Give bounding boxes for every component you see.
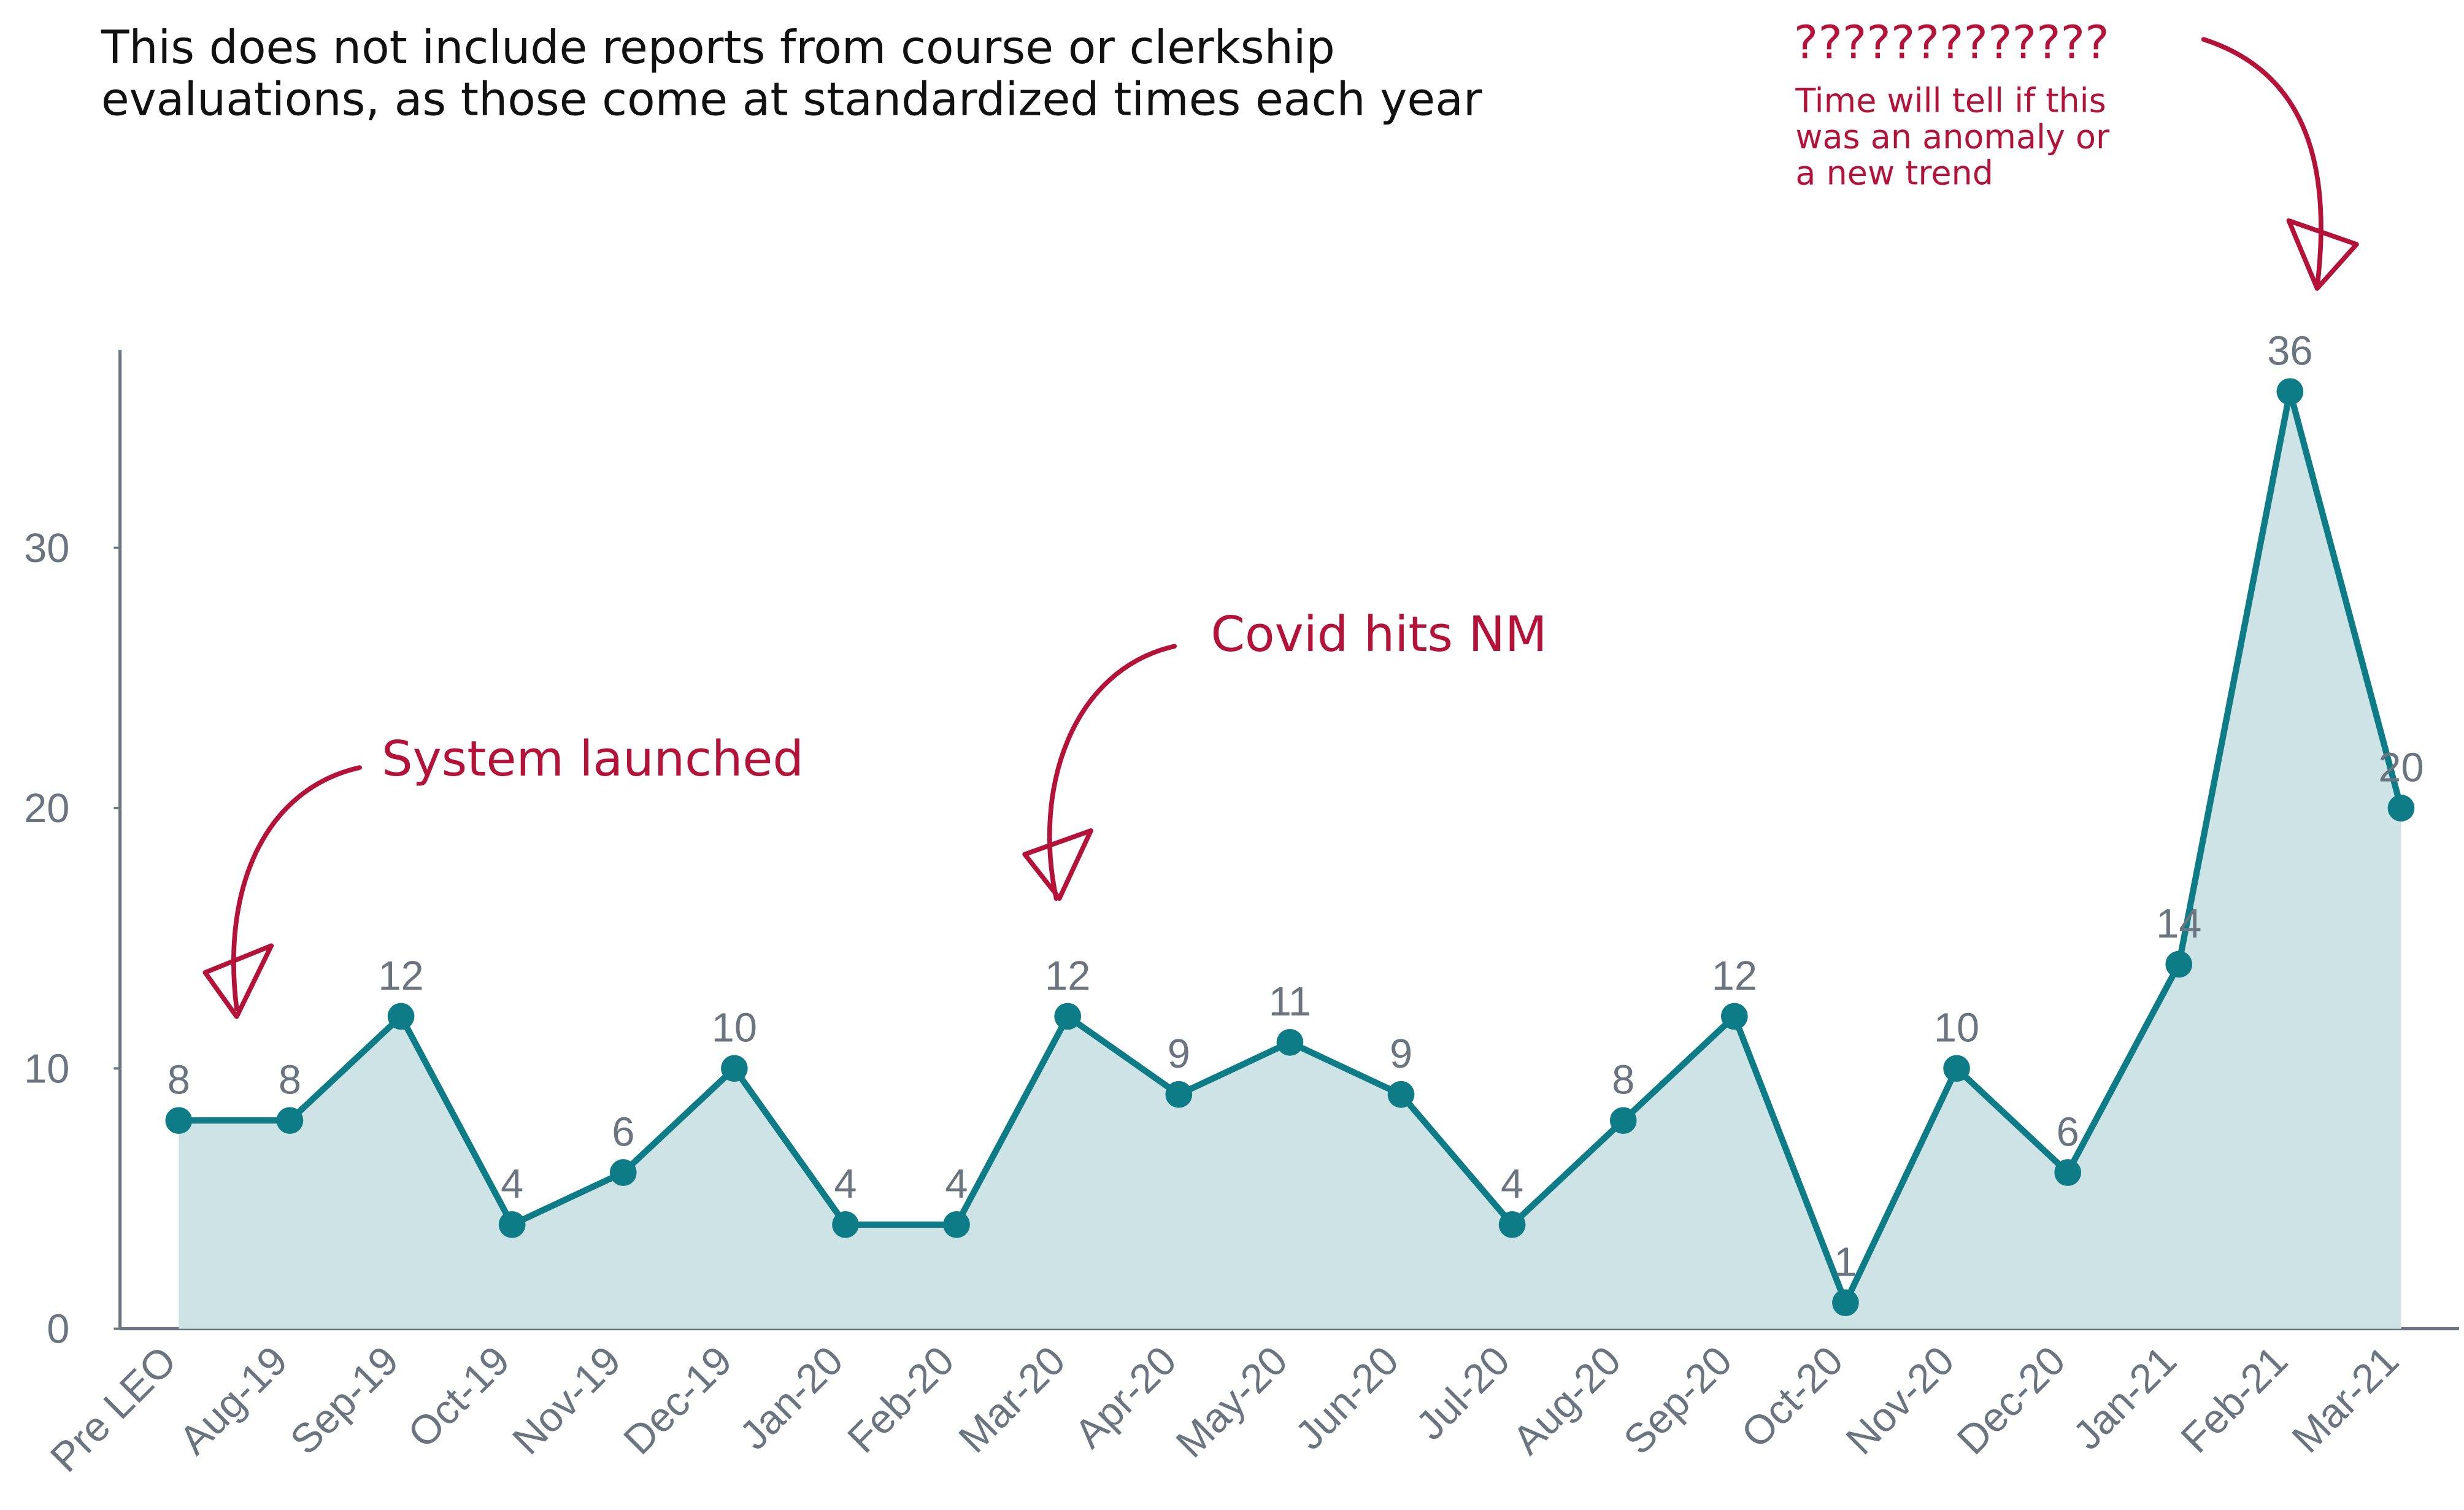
- y-tick-label: 0: [47, 1307, 69, 1352]
- data-label: 8: [1612, 1057, 1634, 1103]
- subtitle: evaluations, as those come at standardiz…: [101, 73, 1482, 126]
- data-label: 9: [1168, 1031, 1190, 1077]
- x-tick-label: Sep-19: [282, 1338, 408, 1463]
- point: [165, 1107, 193, 1134]
- point: [2054, 1159, 2081, 1186]
- data-label: 4: [945, 1161, 968, 1207]
- x-tick-label: Sep-20: [1615, 1338, 1741, 1463]
- x-tick-label: May-20: [1168, 1338, 1296, 1466]
- x-tick-label: Oct-20: [1733, 1338, 1852, 1457]
- annotation: was an anomaly or: [1795, 117, 2110, 156]
- point: [387, 1003, 415, 1030]
- y-tick-label: 10: [24, 1046, 69, 1092]
- point: [1498, 1211, 1526, 1238]
- data-label: 4: [834, 1161, 857, 1207]
- data-label: 10: [712, 1006, 757, 1051]
- data-label: 4: [501, 1161, 523, 1207]
- area: [179, 391, 2401, 1329]
- point: [1720, 1003, 1748, 1030]
- annotation: Time will tell if this: [1795, 81, 2106, 120]
- x-tick-label: Nov-19: [504, 1338, 630, 1463]
- x-tick-label: Jan-21: [2065, 1338, 2185, 1458]
- point: [1609, 1107, 1637, 1134]
- point: [721, 1055, 748, 1082]
- x-tick-label: Apr-20: [1066, 1338, 1185, 1457]
- annotation: ?????????????: [1794, 16, 2109, 69]
- x-tick-label: Mar-20: [950, 1338, 1074, 1462]
- point: [1165, 1080, 1193, 1108]
- point: [943, 1211, 970, 1238]
- x-tick-label: Dec-20: [1949, 1338, 2074, 1463]
- x-tick-label: Pre LEO: [42, 1338, 185, 1481]
- x-tick-label: Oct-19: [399, 1338, 518, 1457]
- x-tick-label: Nov-20: [1838, 1338, 1963, 1463]
- data-label: 9: [1390, 1031, 1412, 1077]
- point: [498, 1211, 526, 1238]
- point: [609, 1159, 637, 1186]
- x-tick-label: Aug-19: [171, 1338, 296, 1463]
- arrow: [2201, 37, 2359, 291]
- data-label: 12: [378, 953, 423, 999]
- annotation: System launched: [382, 730, 804, 787]
- x-tick-label: Dec-19: [615, 1338, 741, 1463]
- point: [832, 1211, 859, 1238]
- point: [1832, 1289, 1859, 1316]
- x-tick-label: Aug-20: [1504, 1338, 1630, 1463]
- x-tick-label: Feb-20: [839, 1338, 963, 1462]
- arrow: [202, 765, 362, 1019]
- data-label: 20: [2378, 745, 2424, 790]
- annotation: Covid hits NM: [1211, 606, 1547, 663]
- x-tick-label: Jun-20: [1287, 1338, 1407, 1458]
- data-label: 11: [1269, 979, 1311, 1025]
- data-label: 14: [2156, 901, 2201, 947]
- data-label: 8: [167, 1057, 190, 1103]
- subtitle: This does not include reports from cours…: [101, 21, 1335, 74]
- point: [2387, 795, 2415, 822]
- x-tick-label: Feb-21: [2173, 1338, 2297, 1462]
- data-label: 1: [1834, 1239, 1857, 1285]
- data-label: 12: [1045, 953, 1090, 999]
- data-label: 10: [1934, 1006, 1979, 1051]
- arrow: [1022, 644, 1177, 901]
- point: [276, 1107, 304, 1134]
- data-label: 8: [279, 1057, 301, 1103]
- data-label: 36: [2267, 329, 2312, 374]
- y-tick-label: 20: [24, 786, 69, 831]
- x-tick-label: Jul-20: [1407, 1338, 1519, 1449]
- x-tick-label: Jan-20: [731, 1338, 852, 1458]
- point: [1276, 1029, 1304, 1056]
- annotation: a new trend: [1795, 154, 1993, 193]
- y-tick-label: 30: [24, 526, 69, 571]
- point: [1387, 1080, 1415, 1108]
- data-label: 4: [1501, 1161, 1523, 1207]
- data-label: 12: [1712, 953, 1757, 999]
- point: [1054, 1003, 1082, 1030]
- point: [2165, 950, 2193, 978]
- point: [2276, 378, 2304, 406]
- x-tick-label: Mar-21: [2284, 1338, 2408, 1462]
- data-label: 6: [2057, 1109, 2079, 1155]
- data-label: 6: [612, 1109, 634, 1155]
- point: [1943, 1055, 1970, 1082]
